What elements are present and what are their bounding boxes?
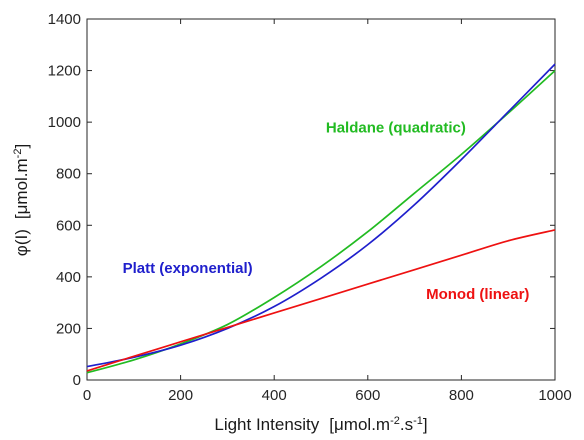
series-lines (86, 63, 556, 374)
x-tick-label: 400 (262, 387, 287, 404)
plot-area (86, 18, 556, 381)
x-tick-label: 600 (355, 387, 380, 404)
series-label-platt: Platt (exponential) (123, 260, 253, 277)
series-line-platt (86, 63, 556, 368)
x-axis: 0 200 400 600 800 1000 (83, 19, 572, 404)
x-axis-title: Light Intensity [μmol.m-2.s-1] (214, 415, 427, 434)
y-tick-label: 600 (56, 217, 81, 234)
series-label-monod: Monod (linear) (426, 286, 529, 303)
y-tick-label: 1200 (48, 63, 81, 80)
y-tick-label: 200 (56, 320, 81, 337)
x-tick-label: 1000 (538, 387, 571, 404)
series-labels: Haldane (quadratic) Platt (exponential) Mo… (123, 119, 530, 302)
x-tick-label: 0 (83, 387, 91, 404)
x-tick-label: 800 (449, 387, 474, 404)
y-tick-label: 400 (56, 269, 81, 286)
y-tick-label: 800 (56, 166, 81, 183)
y-tick-label: 0 (73, 372, 81, 389)
x-tick-label: 200 (168, 387, 193, 404)
y-tick-label: 1000 (48, 114, 81, 131)
series-label-haldane: Haldane (quadratic) (326, 119, 466, 136)
series-line-monod (86, 229, 556, 372)
y-axis-title: φ(I)[μmol.m-2] (12, 144, 31, 256)
y-tick-label: 1400 (48, 11, 81, 28)
y-axis: 0 200 400 600 800 1000 1200 1400 (48, 11, 555, 389)
